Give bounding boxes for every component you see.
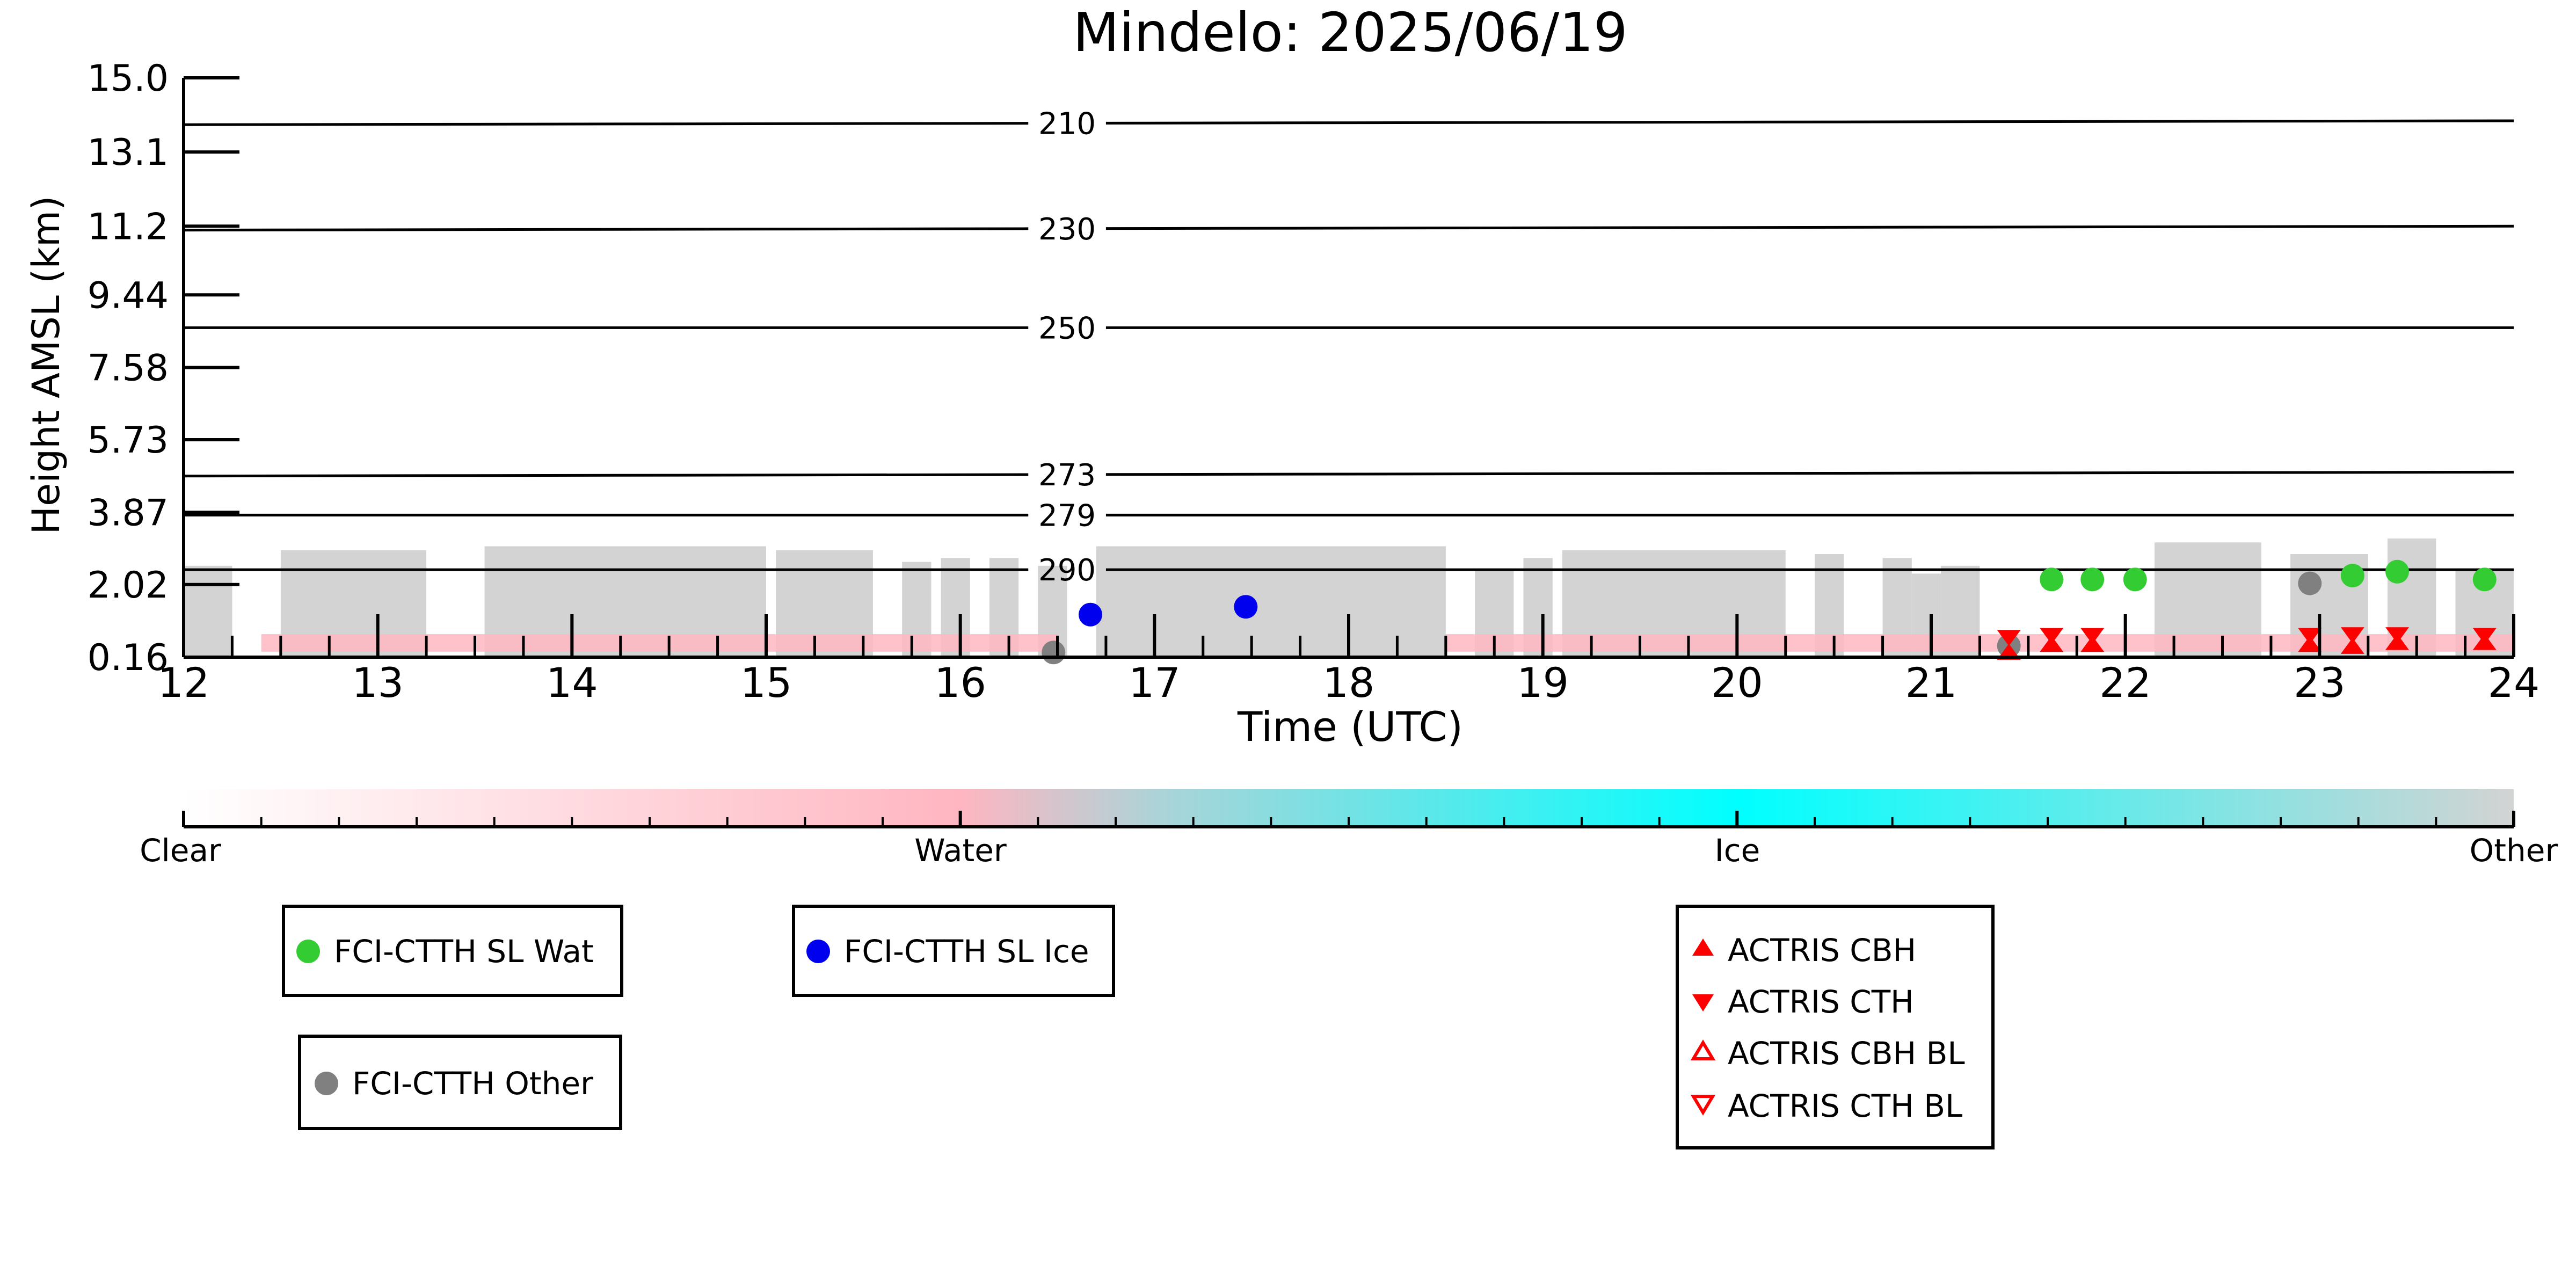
x-tick-label-5: 17 [1129,659,1181,707]
x-tick-label-3: 15 [740,659,792,707]
y-axis-label: Height AMSL (km) [24,196,68,535]
x-tick-label-4: 16 [934,659,986,707]
isotherm-230-right [1105,224,2514,230]
legend-label-actris-cth-bl: ACTRIS CTH BL [1728,1088,1962,1124]
y-tick-label-2: 3.87 [88,492,169,534]
point-actris-cth-3 [2298,628,2322,644]
y-tick-label-6: 11.2 [88,206,169,248]
legends: FCI-CTTH SL Wat FCI-CTTH SL Ice FCI-CTTH… [282,905,1995,1149]
y-tick-label-0: 0.16 [88,637,169,679]
isotherm-label-273: 273 [1038,458,1096,493]
x-tick-label-2: 14 [546,659,598,707]
y-tick-label-4: 7.58 [88,347,169,390]
y-tick-label-1: 2.02 [88,564,169,607]
x-tick-label-7: 19 [1517,659,1569,707]
colorbar-label-ice: Ice [1715,832,1760,869]
x-axis-label: Time (UTC) [1237,703,1463,751]
legend-fci-wat: FCI-CTTH SL Wat [282,905,623,997]
legend-label-actris-cbh: ACTRIS CBH [1728,932,1916,969]
point-fci-ctth-sl-wat-0 [2040,567,2064,592]
legend-marker-actris-cbh [1692,938,1714,956]
point-fci-ctth-sl-ice-0 [1078,602,1102,627]
point-fci-ctth-sl-wat-5 [2472,567,2497,592]
legend-marker-fci-other [315,1072,338,1095]
colorbar-ticks [182,811,2515,827]
isotherm-label-290: 290 [1038,553,1096,588]
chart-title: Mindelo: 2025/06/19 [1073,1,1627,64]
legend-marker-fci-wat [296,940,320,963]
isotherm-273-left [183,473,1029,478]
isotherms: 210 230 250 273 279 290 [183,106,2514,588]
x-tick-label-10: 22 [2099,659,2151,707]
isotherm-label-279: 279 [1038,498,1096,533]
isotherm-210-left [183,122,1029,126]
x-tick-label-9: 21 [1905,659,1958,707]
point-actris-cth-6 [2472,628,2497,644]
isotherm-230-left [183,227,1029,232]
data-points [1042,559,2497,665]
y-tick-label-3: 5.73 [88,419,169,462]
legend-fci-other: FCI-CTTH Other [298,1035,622,1130]
x-tick-label-1: 13 [352,659,404,707]
colorbar-label-clear: Clear [140,832,221,869]
legend-marker-actris-cbh-bl [1690,1039,1716,1060]
x-tick-label-11: 23 [2294,659,2346,707]
x-tick-label-12: 24 [2488,659,2540,707]
legend-label-fci-wat: FCI-CTTH SL Wat [334,933,594,970]
isotherm-273-right [1105,470,2514,476]
legend-actris: ACTRIS CBH ACTRIS CTH ACTRIS CBH BL ACTR… [1676,905,1995,1149]
colorbar-label-water: Water [914,832,1007,869]
point-fci-ctth-other-2 [2298,571,2322,595]
point-fci-ctth-other-0 [1042,641,1066,665]
legend-marker-actris-cth [1692,994,1714,1012]
x-tick-label-6: 18 [1323,659,1375,707]
point-actris-cbh-4 [2340,637,2364,654]
point-fci-ctth-sl-wat-1 [2080,567,2105,592]
legend-marker-fci-ice [806,940,830,963]
cloud-segment-8 [1096,546,1446,657]
colorbar-label-other: Other [2470,832,2558,869]
axes: 0.16 2.02 3.87 5.73 7.58 9.44 11.2 13.1 15.0 12 13… [88,57,2540,707]
isotherm-210-right [1105,119,2514,125]
plot-area: 210 230 250 273 279 290 [183,106,2514,665]
x-tick-label-0: 12 [158,659,210,707]
isotherm-label-230: 230 [1038,212,1096,247]
point-fci-ctth-sl-wat-4 [2385,559,2409,584]
isotherm-label-250: 250 [1038,311,1096,346]
legend-label-fci-ice: FCI-CTTH SL Ice [844,933,1089,970]
point-actris-cth-4 [2340,627,2364,644]
colorbar: Clear Water Ice Other [140,789,2558,869]
y-tick-label-5: 9.44 [88,274,169,317]
legend-fci-ice: FCI-CTTH SL Ice [792,905,1115,997]
point-fci-ctth-sl-wat-2 [2123,567,2147,592]
point-actris-cth-5 [2385,627,2409,644]
isotherm-label-210: 210 [1038,106,1096,141]
y-tick-label-8: 15.0 [88,57,169,100]
legend-marker-actris-cth-bl [1690,1095,1716,1116]
x-tick-label-8: 20 [1711,659,1763,707]
legend-label-fci-other: FCI-CTTH Other [352,1065,593,1102]
y-tick-label-7: 13.1 [88,132,169,174]
point-actris-cth-1 [2040,628,2064,644]
point-fci-ctth-sl-wat-3 [2340,564,2364,588]
legend-label-actris-cbh-bl: ACTRIS CBH BL [1728,1035,1965,1072]
point-actris-cth-0 [1997,630,2021,646]
water-band-left [261,634,1058,652]
point-actris-cth-2 [2080,628,2105,644]
point-fci-ctth-sl-ice-1 [1234,595,1258,619]
cloud-segment-0 [184,565,232,657]
legend-label-actris-cth: ACTRIS CTH [1728,984,1914,1020]
